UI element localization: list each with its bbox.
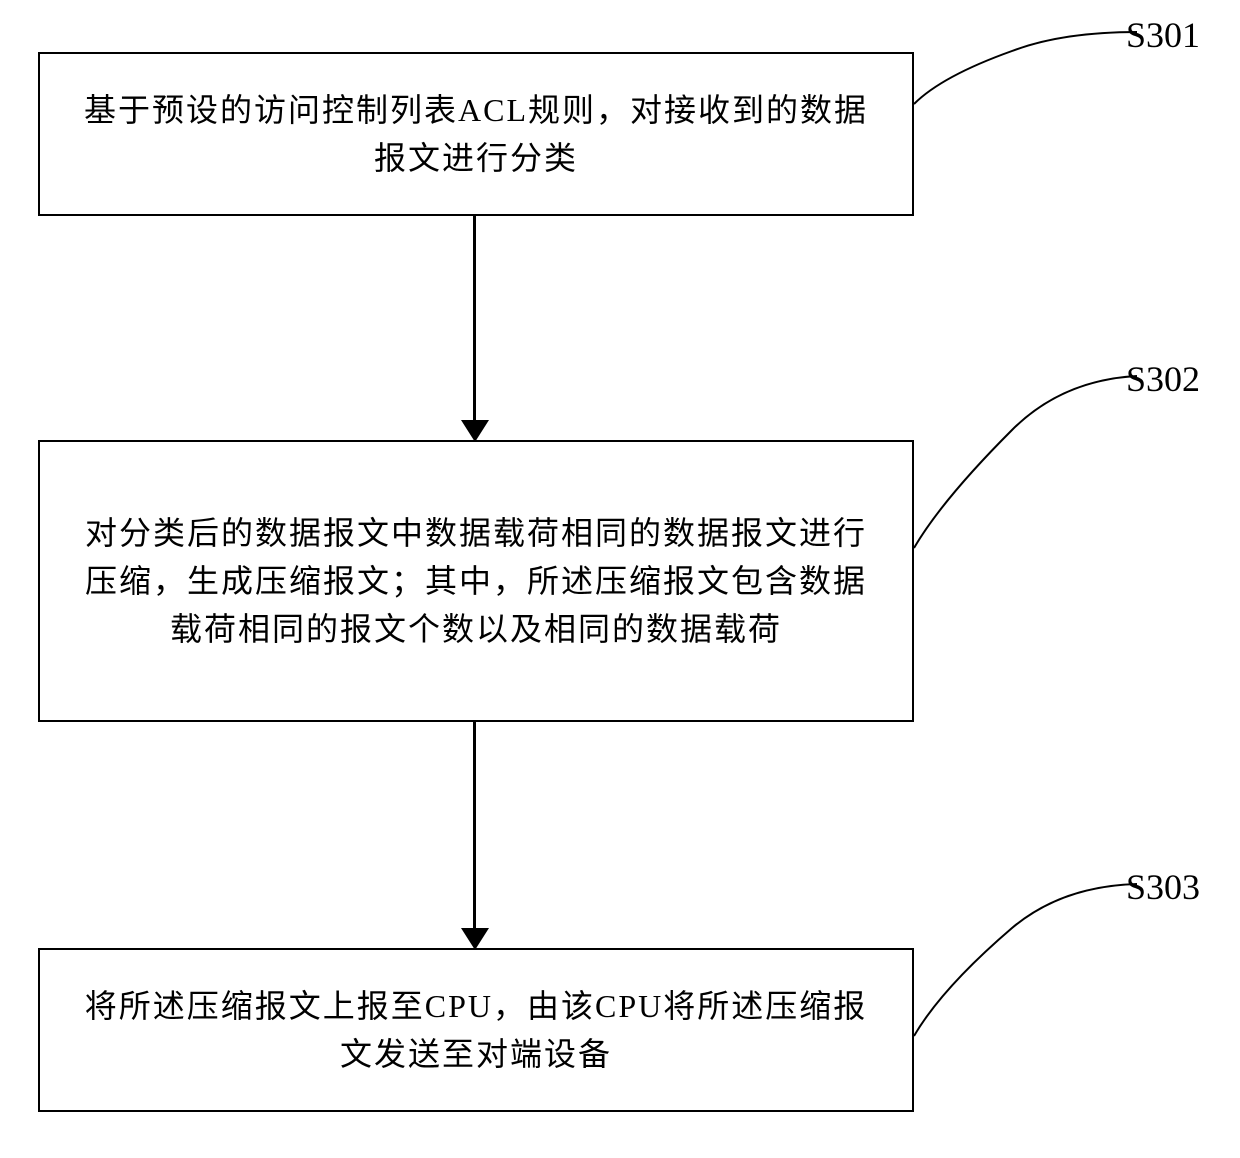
connector-curve-s301 bbox=[912, 26, 1142, 106]
flow-step-s302-box: 对分类后的数据报文中数据载荷相同的数据报文进行压缩，生成压缩报文；其中，所述压缩… bbox=[38, 440, 914, 722]
arrow-s302-to-s303-line bbox=[473, 722, 476, 932]
flow-step-s303-text: 将所述压缩报文上报至CPU，由该CPU将所述压缩报文发送至对端设备 bbox=[70, 982, 882, 1078]
flow-step-s301-box: 基于预设的访问控制列表ACL规则，对接收到的数据报文进行分类 bbox=[38, 52, 914, 216]
flow-step-s303-box: 将所述压缩报文上报至CPU，由该CPU将所述压缩报文发送至对端设备 bbox=[38, 948, 914, 1112]
flow-step-s301-text: 基于预设的访问控制列表ACL规则，对接收到的数据报文进行分类 bbox=[70, 86, 882, 182]
flow-step-s302-text: 对分类后的数据报文中数据载荷相同的数据报文进行压缩，生成压缩报文；其中，所述压缩… bbox=[70, 509, 882, 653]
connector-curve-s302 bbox=[912, 370, 1142, 550]
flowchart-container: 基于预设的访问控制列表ACL规则，对接收到的数据报文进行分类 S301 对分类后… bbox=[0, 0, 1240, 1158]
arrow-s301-to-s302-head bbox=[461, 420, 489, 442]
arrow-s302-to-s303-head bbox=[461, 928, 489, 950]
connector-curve-s303 bbox=[912, 878, 1142, 1038]
arrow-s301-to-s302-line bbox=[473, 216, 476, 424]
